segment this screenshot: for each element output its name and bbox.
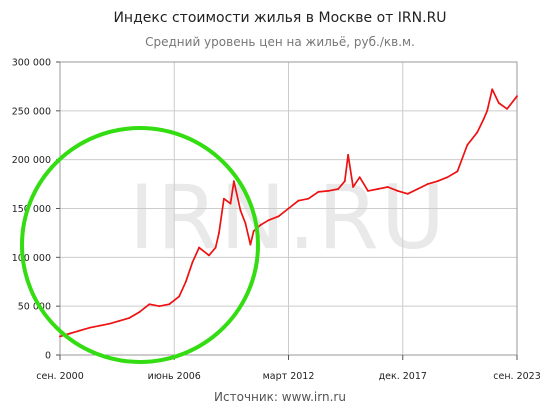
data-point xyxy=(214,246,217,249)
data-point xyxy=(249,243,252,246)
data-point xyxy=(277,215,280,218)
data-point xyxy=(239,209,242,212)
x-tick-label: март 2012 xyxy=(263,371,315,382)
data-point xyxy=(259,224,262,227)
data-point xyxy=(497,102,500,104)
data-point xyxy=(208,254,210,257)
data-point xyxy=(128,316,131,319)
chart-title: Индекс стоимости жилья в Москве от IRN.R… xyxy=(113,10,447,26)
data-point xyxy=(267,219,270,222)
x-tick-label: дек. 2017 xyxy=(379,371,427,382)
highlight-circle xyxy=(20,126,260,364)
data-point xyxy=(436,180,439,183)
y-axis: 0 50 000 100 000 150 000 200 000 250 000 300 0… xyxy=(12,58,60,362)
data-point xyxy=(491,88,494,91)
data-point xyxy=(229,202,232,205)
data-point xyxy=(78,329,81,332)
data-point xyxy=(386,186,389,188)
data-point xyxy=(252,230,255,232)
data-point xyxy=(178,295,181,298)
data-point xyxy=(516,95,518,98)
data-point xyxy=(168,303,171,306)
data-point xyxy=(69,332,71,335)
data-point xyxy=(337,188,340,190)
data-point xyxy=(118,319,121,322)
data-point xyxy=(88,326,91,329)
series-lines xyxy=(59,88,518,338)
data-point xyxy=(426,183,429,185)
data-point xyxy=(446,176,449,179)
y-tick-label: 300 000 xyxy=(12,58,51,69)
y-tick-label: 0 xyxy=(45,351,51,362)
data-point xyxy=(476,131,479,134)
data-point xyxy=(367,190,369,192)
x-tick-label: сен. 2000 xyxy=(36,371,84,382)
data-point xyxy=(347,153,350,156)
y-tick-label: 50 000 xyxy=(18,302,51,313)
x-tick-label: июнь 2006 xyxy=(148,371,201,382)
data-point xyxy=(358,176,361,179)
source-credit: Источник: www.irn.ru xyxy=(214,390,346,404)
data-point xyxy=(138,311,141,313)
y-tick-label: 100 000 xyxy=(12,253,51,264)
data-point xyxy=(327,190,330,192)
data-point xyxy=(244,222,247,225)
y-tick-label: 200 000 xyxy=(12,155,51,166)
data-point xyxy=(148,303,151,306)
data-point xyxy=(406,192,409,195)
data-point xyxy=(287,207,290,210)
data-point xyxy=(343,180,346,183)
data-point xyxy=(396,190,399,192)
data-point xyxy=(317,190,320,193)
data-point xyxy=(416,188,419,190)
data-point xyxy=(198,246,200,249)
data-point xyxy=(506,107,508,110)
data-point xyxy=(456,170,459,173)
data-point xyxy=(98,324,101,327)
x-tick-label: сен. 2023 xyxy=(493,371,541,382)
data-point xyxy=(297,199,300,202)
y-tick-label: 150 000 xyxy=(12,204,51,215)
data-point xyxy=(232,180,235,183)
data-point xyxy=(59,335,61,338)
data-point xyxy=(482,117,485,120)
watermark: IRN.RU xyxy=(129,166,447,269)
chart-subtitle: Средний уровень цен на жильё, руб./кв.м. xyxy=(145,35,415,49)
data-point xyxy=(352,186,354,188)
data-point xyxy=(486,109,489,112)
data-point xyxy=(184,280,187,283)
data-point xyxy=(223,197,225,200)
data-point xyxy=(377,188,379,190)
data-point xyxy=(466,144,469,146)
data-point xyxy=(158,305,161,308)
x-axis: сен. 2000 июнь 2006 март 2012 дек. 2017 сен.… xyxy=(36,355,541,382)
y-tick-label: 250 000 xyxy=(12,106,51,117)
data-point xyxy=(191,261,194,264)
data-point xyxy=(218,232,220,234)
data-point xyxy=(307,197,310,200)
data-point xyxy=(108,322,111,325)
